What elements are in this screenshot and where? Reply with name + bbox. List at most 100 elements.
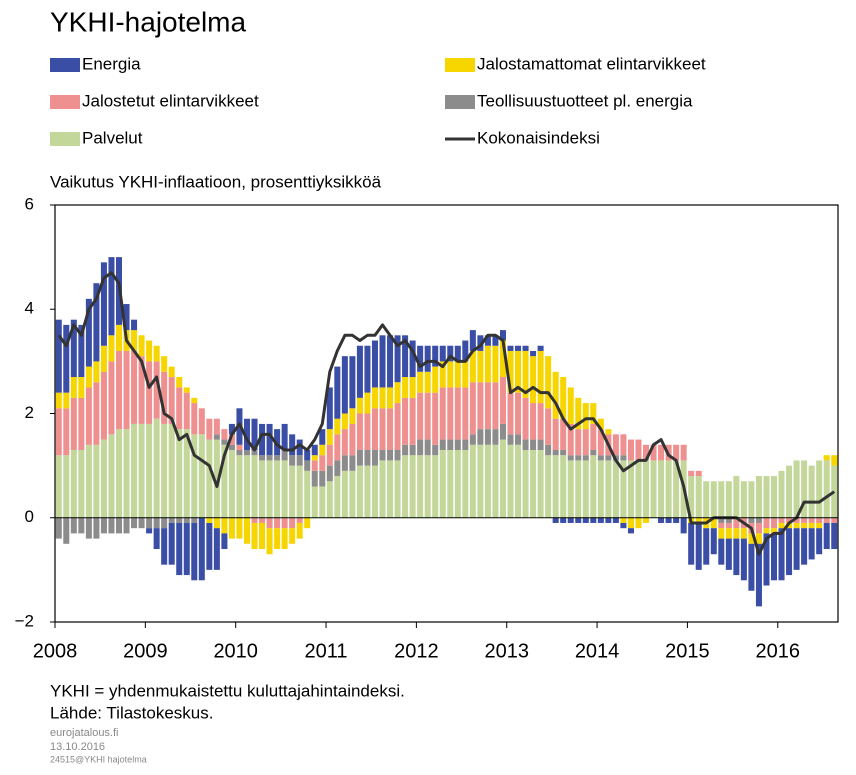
bar-segment — [183, 517, 190, 523]
bar-segment — [748, 481, 755, 518]
bar-segment — [221, 533, 228, 550]
bar-segment — [93, 283, 100, 362]
bar-segment — [311, 455, 318, 461]
bar-segment — [552, 517, 559, 523]
bar-segment — [545, 408, 552, 445]
bar-segment — [243, 517, 250, 544]
bar-segment — [417, 439, 424, 456]
bar-segment — [552, 418, 559, 450]
bar-segment — [274, 460, 281, 518]
bar-segment — [191, 403, 198, 435]
bar-segment — [567, 517, 574, 523]
bar-segment — [228, 434, 235, 445]
y-tick-label: 0 — [25, 507, 34, 526]
bar-segment — [673, 444, 680, 461]
bar-segment — [462, 387, 469, 440]
bar-segment — [688, 476, 695, 518]
bar-segment — [635, 439, 642, 461]
bar-segment — [213, 434, 220, 440]
bar-segment — [251, 418, 258, 450]
bar-segment — [236, 517, 243, 539]
bar-segment — [108, 257, 115, 336]
bar-segment — [477, 444, 484, 518]
bar-segment — [319, 429, 326, 445]
x-tick-label: 2016 — [756, 640, 801, 662]
bar-segment — [334, 434, 341, 461]
bar-segment — [55, 319, 62, 393]
bar-segment — [620, 522, 627, 529]
bar-segment — [356, 465, 363, 518]
bar-segment — [108, 434, 115, 518]
bar-segment — [710, 517, 717, 529]
bar-segment — [70, 517, 77, 534]
legend-label: Jalostetut elintarvikkeet — [82, 91, 259, 110]
bar-segment — [168, 423, 175, 518]
bar-segment — [755, 533, 762, 544]
bar-segment — [146, 340, 153, 362]
y-tick-label: 2 — [25, 403, 34, 422]
legend-label: Teollisuustuotteet pl. energia — [477, 91, 693, 110]
bar-segment — [206, 517, 213, 523]
bar-segment — [658, 517, 665, 523]
bar-segment — [786, 517, 793, 523]
bar-segment — [326, 429, 333, 445]
bar-segment — [793, 517, 800, 523]
bar-segment — [387, 335, 394, 388]
bar-segment — [469, 330, 476, 351]
bar-segment — [326, 481, 333, 518]
bar-segment — [770, 528, 778, 534]
bar-segment — [236, 455, 243, 518]
bar-segment — [560, 418, 567, 450]
bar-segment — [379, 335, 386, 388]
bar-segment — [281, 528, 288, 550]
bar-segment — [123, 304, 130, 331]
bar-segment — [635, 460, 642, 518]
bar-segment — [364, 465, 371, 518]
x-tick-label: 2008 — [33, 640, 78, 662]
bar-segment — [356, 345, 363, 398]
bar-segment — [168, 366, 175, 378]
bar-segment — [530, 350, 537, 357]
bar-segment — [243, 449, 250, 456]
footnote: YKHI = yhdenmukaistettu kuluttajahintain… — [50, 681, 405, 700]
legend-label: Palvelut — [82, 128, 143, 147]
bar-segment — [341, 356, 348, 414]
bar-segment — [131, 423, 138, 518]
bar-segment — [447, 345, 454, 362]
bar-segment — [304, 460, 311, 471]
bar-segment — [695, 522, 702, 570]
bar-segment — [770, 517, 778, 529]
legend-swatch — [50, 132, 80, 146]
bar-segment — [93, 382, 100, 445]
bar-segment — [63, 517, 70, 544]
bar-segment — [349, 470, 356, 518]
bar-segment — [590, 449, 597, 456]
bar-segment — [627, 439, 634, 461]
legend-label: Kokonaisindeksi — [477, 128, 600, 147]
bar-segment — [387, 387, 394, 409]
bar-segment — [123, 350, 130, 430]
bar-segment — [740, 528, 747, 539]
bar-segment — [552, 455, 559, 518]
bar-segment — [831, 465, 838, 518]
bar-segment — [605, 517, 612, 523]
bar-segment — [251, 522, 258, 550]
bar-segment — [597, 517, 604, 523]
bar-segment — [424, 439, 431, 456]
bar-segment — [319, 486, 326, 518]
bar-segment — [492, 444, 499, 518]
bar-segment — [115, 517, 123, 534]
bar-segment — [755, 517, 762, 523]
bar-segment — [356, 413, 363, 450]
bar-segment — [778, 522, 785, 529]
bar-segment — [138, 335, 145, 357]
bar-segment — [432, 392, 439, 445]
bar-segment — [725, 538, 732, 570]
bar-segment — [447, 449, 454, 518]
bar-segment — [319, 444, 326, 456]
bar-segment — [582, 403, 589, 430]
bar-segment — [447, 387, 454, 440]
bar-segment — [417, 392, 424, 440]
bar-segment — [718, 538, 725, 565]
bar-segment — [522, 397, 529, 440]
